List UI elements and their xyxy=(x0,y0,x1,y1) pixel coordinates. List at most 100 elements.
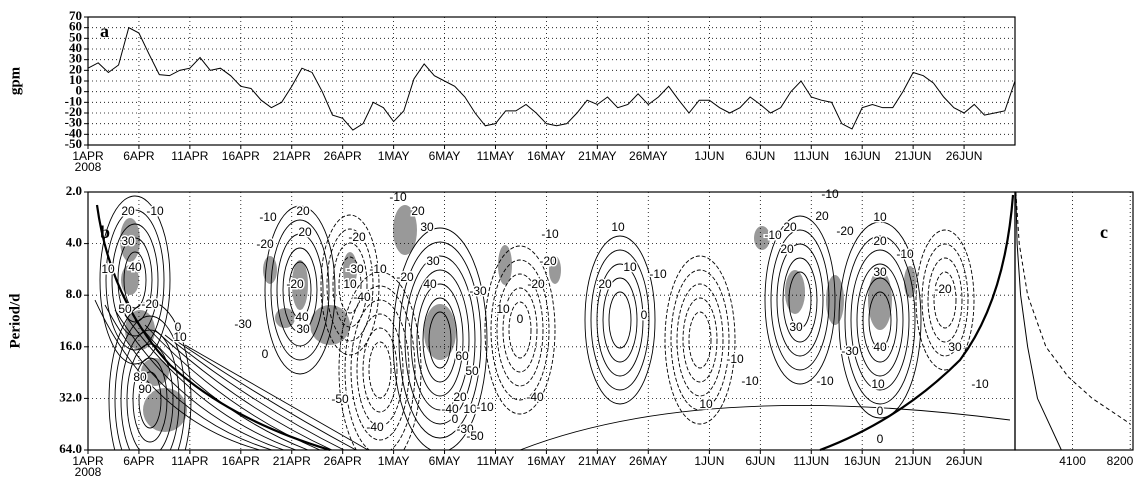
contour-line xyxy=(921,243,969,357)
x-tick-label: 11JUN xyxy=(793,149,829,163)
contour-label: 0 xyxy=(517,312,524,326)
contour-label: -20 xyxy=(836,224,854,238)
contour-label: 20 xyxy=(121,204,135,218)
contour-line xyxy=(428,311,452,369)
y-tick-label: -50 xyxy=(65,136,82,151)
contour-line xyxy=(410,269,470,411)
contour-line xyxy=(868,291,892,349)
contour-label: 0 xyxy=(877,432,884,446)
panel-label: b xyxy=(100,222,110,242)
contour-line xyxy=(933,271,957,329)
contour-line xyxy=(502,287,538,373)
contour-line xyxy=(484,245,556,415)
contour-label: 30 xyxy=(121,234,135,248)
contour-label: -50 xyxy=(331,392,349,406)
y-tick-label: -40 xyxy=(65,125,82,140)
contour-label: 40 xyxy=(873,340,887,354)
contour-line xyxy=(676,283,724,397)
y-tick-label: 8.0 xyxy=(66,286,82,301)
contour-label: 50 xyxy=(118,302,132,316)
contour-label: -20 xyxy=(348,230,366,244)
y-tick-label: -20 xyxy=(65,104,82,119)
contour-line xyxy=(117,237,153,323)
y-axis-label: gpm xyxy=(7,66,23,95)
contour-label: -20 xyxy=(141,297,159,311)
x-tick-label: 21JUN xyxy=(895,149,932,163)
significance-shade xyxy=(424,304,456,360)
x-tick-label: 1JUN xyxy=(694,454,724,468)
contour-label: 0 xyxy=(877,404,884,418)
x-tick-label: 1APR xyxy=(72,149,104,163)
contour-label: -40 xyxy=(441,402,459,416)
contour-line xyxy=(338,256,362,314)
contour-line xyxy=(688,311,712,369)
contour-label: 10 xyxy=(699,397,713,411)
y-tick-label: 16.0 xyxy=(59,338,82,353)
significance-shade xyxy=(754,226,770,250)
contour-line xyxy=(362,327,398,413)
contour-label: 20 xyxy=(598,277,612,291)
contour-label: -20 xyxy=(396,270,414,284)
contour-line xyxy=(368,341,392,399)
contour-line xyxy=(404,255,476,425)
x-tick-label: 26APR xyxy=(324,454,362,468)
contour-label: 20 xyxy=(780,242,794,256)
contour-label: 10 xyxy=(343,277,357,291)
significance-shade xyxy=(125,310,155,350)
y-tick-label: 20 xyxy=(69,61,82,76)
contour-label: 30 xyxy=(789,320,803,334)
contour-line xyxy=(856,263,904,377)
contour-label: 10 xyxy=(173,330,187,344)
y-tick-label: -30 xyxy=(65,115,82,130)
contour-line xyxy=(584,235,656,405)
contour-label: -10 xyxy=(476,400,494,414)
contour-label: 0 xyxy=(641,308,648,322)
contour-line xyxy=(111,223,159,337)
contour-label: -10 xyxy=(816,374,834,388)
contour-line xyxy=(104,304,273,450)
x-tick-label: 11APR xyxy=(171,149,208,163)
contour-label: 50 xyxy=(465,364,479,378)
y-tick-label: 4.0 xyxy=(66,235,82,250)
contour-label: 20 xyxy=(298,225,312,239)
contour-label: -10 xyxy=(541,227,559,241)
contour-line xyxy=(288,261,312,319)
contour-line xyxy=(270,219,330,361)
contour-line xyxy=(590,249,650,391)
contour-line xyxy=(416,283,464,397)
y-tick-label: 30 xyxy=(69,51,82,66)
x-tick-label: 6APR xyxy=(123,454,155,468)
x-tick-label: 8200 xyxy=(1107,454,1134,468)
x-tick-label: 21MAY xyxy=(578,454,616,468)
y-tick-label: 64.0 xyxy=(59,441,82,456)
contour-label: -20 xyxy=(934,282,952,296)
x-tick-label: 26JUN xyxy=(946,454,983,468)
contour-line xyxy=(105,209,165,351)
contour-line xyxy=(114,309,285,450)
x-tick-label: 26MAY xyxy=(629,149,667,163)
x-tick-label: 1APR xyxy=(72,454,104,468)
contour-line xyxy=(99,195,171,365)
y-tick-label: 32.0 xyxy=(59,389,82,404)
contour-label: 10 xyxy=(873,210,887,224)
contour-label: 40 xyxy=(128,260,142,274)
x-tick-label: 16MAY xyxy=(527,454,565,468)
x-tick-label: 1MAY xyxy=(378,454,410,468)
x-tick-label: 26APR xyxy=(324,149,362,163)
x-tick-label: 16APR xyxy=(222,149,260,163)
y-tick-label: 40 xyxy=(69,40,82,55)
contour-label: -30 xyxy=(456,422,474,436)
contour-line xyxy=(356,313,404,427)
contour-line xyxy=(164,334,345,450)
contour-label: 0 xyxy=(452,412,459,426)
x-tick-label: 16JUN xyxy=(844,454,881,468)
contour-label: -40 xyxy=(366,420,384,434)
contour-label: 0 xyxy=(175,320,182,334)
contour-line xyxy=(608,291,632,349)
x-tick-label: 11MAY xyxy=(477,454,515,468)
contour-line xyxy=(519,405,1011,450)
contour-line xyxy=(850,249,910,391)
contour-label: 20 xyxy=(783,220,797,234)
x-tick-label: 6APR xyxy=(123,149,155,163)
